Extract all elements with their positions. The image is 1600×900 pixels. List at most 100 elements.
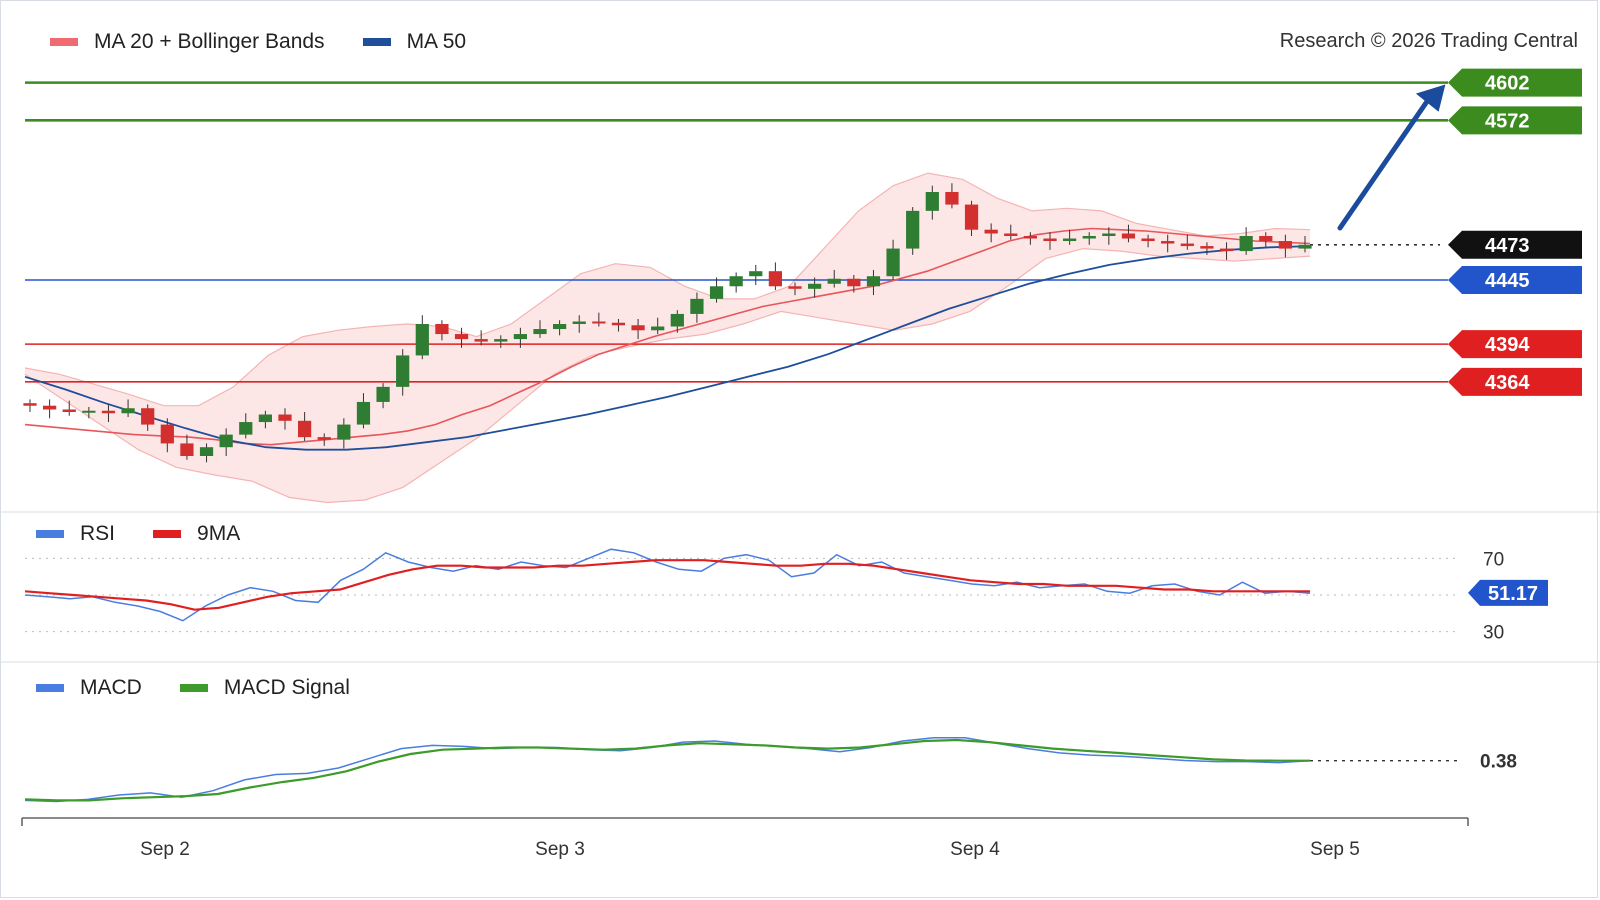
level-label-4473: 4473 [1485, 235, 1530, 257]
candle-body [62, 409, 76, 412]
candle-body [945, 192, 959, 205]
forecast-arrow-shaft [1337, 97, 1431, 231]
candle-body [239, 422, 253, 435]
rsi-current-label: 51.17 [1488, 583, 1538, 605]
rsi-series-rsi [24, 548, 1311, 622]
level-tag-4602 [1448, 68, 1582, 97]
legend-rsi[interactable]: RSI [36, 522, 115, 546]
candle-body [906, 210, 920, 249]
candle-body [494, 339, 508, 342]
candle-body [1239, 236, 1253, 252]
candle-body [1200, 246, 1214, 249]
candle-body [964, 204, 979, 230]
candle-body [101, 410, 116, 414]
candle-body [592, 321, 606, 324]
candle-body [847, 278, 861, 287]
legend-swatch-ma20 [50, 38, 78, 46]
legend-rsi-ma[interactable]: 9MA [153, 522, 240, 546]
level-label-4364: 4364 [1485, 372, 1530, 394]
candle-body [651, 326, 665, 331]
candle-body [396, 355, 410, 387]
candle-body [768, 271, 782, 287]
candle-body [219, 434, 233, 448]
candle-body [1219, 248, 1234, 252]
candle-body [1141, 238, 1155, 242]
candle-body [43, 405, 57, 410]
candle-body [533, 329, 547, 335]
level-label-4602: 4602 [1485, 73, 1530, 95]
rsi-legend: RSI 9MA [36, 522, 278, 546]
candle-body [670, 313, 684, 327]
candle-body [749, 271, 763, 277]
candle-body [258, 414, 272, 423]
x-tick-sep-2: Sep 2 [140, 839, 190, 860]
forecast-arrow-head [1415, 84, 1446, 112]
candle-body [611, 322, 626, 326]
candle-body [1298, 244, 1312, 249]
legend-swatch-ma50 [362, 38, 391, 46]
legend-ma50[interactable]: MA 50 [362, 30, 467, 54]
legend-swatch-rsi-ma [153, 530, 182, 538]
candle-body [1063, 238, 1077, 242]
x-tick-sep-3: Sep 3 [535, 839, 585, 860]
x-tick-sep-4: Sep 4 [950, 839, 1000, 860]
candle-body [886, 248, 900, 277]
candle-body [1121, 233, 1136, 239]
candle-body [866, 276, 881, 287]
candle-body [827, 278, 841, 284]
rsi-tick-70: 70 [1483, 549, 1504, 570]
level-tag-4364 [1448, 367, 1582, 396]
level-tag-4572 [1448, 106, 1582, 135]
ma50-line [24, 245, 1311, 451]
candle-body [1102, 233, 1116, 236]
candle-body [160, 424, 174, 444]
candle-body [317, 437, 331, 440]
candle-body [298, 420, 312, 438]
candle-body [199, 447, 214, 456]
candle-body [729, 276, 743, 287]
candle-body [141, 408, 155, 425]
candle-body [1004, 233, 1018, 236]
candle-body [1161, 241, 1175, 244]
candle-body [180, 443, 194, 456]
x-tick-sep-5: Sep 5 [1310, 839, 1360, 860]
candle-body [690, 298, 704, 314]
rsi-series-9ma [24, 559, 1310, 611]
bollinger-band-fill [25, 173, 1310, 503]
legend-macd-signal[interactable]: MACD Signal [179, 676, 350, 700]
candle-body [513, 334, 527, 340]
candle-body [572, 321, 586, 324]
candle-body [376, 386, 390, 402]
candle-body [1259, 236, 1273, 242]
credit-text: Research © 2026 Trading Central [1279, 30, 1578, 52]
bollinger-lower-line [24, 247, 1311, 504]
legend-swatch-rsi [36, 530, 64, 538]
candle-body [356, 401, 371, 425]
macd-series-signal [24, 738, 1310, 802]
legend-macd[interactable]: MACD [36, 676, 142, 700]
legend-label-rsi: RSI [80, 522, 116, 545]
level-label-4394: 4394 [1485, 334, 1530, 356]
candle-body [709, 286, 724, 299]
legend-ma20-bb[interactable]: MA 20 + Bollinger Bands [50, 30, 325, 54]
macd-current-label: 0.38 [1480, 752, 1517, 773]
legend-label-ma20: MA 20 + Bollinger Bands [94, 30, 325, 53]
level-label-4572: 4572 [1485, 110, 1530, 132]
level-tag-4394 [1448, 330, 1582, 359]
candle-body [474, 339, 488, 342]
candle-body [82, 410, 96, 413]
candle-body [435, 324, 449, 335]
candle-body [454, 334, 469, 340]
macd-series-macd [24, 737, 1311, 803]
legend-label-ma50: MA 50 [406, 30, 467, 53]
candle-body [415, 324, 429, 356]
candle-body [553, 324, 567, 330]
candle-body [278, 414, 292, 421]
legend-swatch-macd [36, 684, 64, 692]
macd-legend: MACD MACD Signal [36, 676, 388, 700]
legend-label-rsi-ma: 9MA [197, 522, 241, 545]
level-tag-4473 [1448, 230, 1582, 259]
level-label-4445: 4445 [1485, 270, 1530, 292]
candle-body [121, 408, 135, 414]
